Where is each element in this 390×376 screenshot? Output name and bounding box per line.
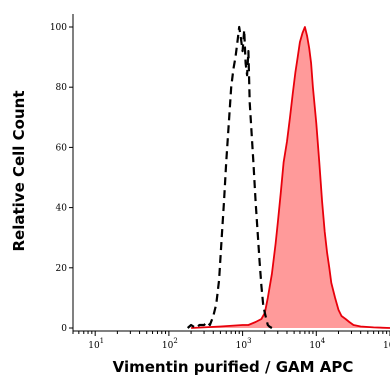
series-1-fill xyxy=(191,27,390,328)
y-tick-label: 20 xyxy=(56,264,68,274)
x-tick-label: 103 xyxy=(236,337,252,351)
series-1-line xyxy=(191,26,390,329)
y-tick-label: 100 xyxy=(50,23,67,33)
axis-layer: 0 20 40 60 80 100 101 102 103 104 105 xyxy=(50,14,390,351)
x-axis-title: Vimentin purified / GAM APC xyxy=(113,358,354,376)
y-tick-label: 60 xyxy=(56,143,68,153)
series-0-line xyxy=(186,25,273,330)
x-tick-label: 104 xyxy=(309,337,325,351)
y-axis-title: Relative Cell Count xyxy=(10,90,28,251)
y-tick-label: 40 xyxy=(56,204,68,214)
x-tick-label: 101 xyxy=(88,337,104,351)
y-tick-label: 0 xyxy=(61,324,67,334)
y-tick-label: 80 xyxy=(56,83,68,93)
x-tick-label: 105 xyxy=(383,337,390,351)
series-layer xyxy=(186,25,390,330)
x-tick-label: 102 xyxy=(162,337,178,351)
